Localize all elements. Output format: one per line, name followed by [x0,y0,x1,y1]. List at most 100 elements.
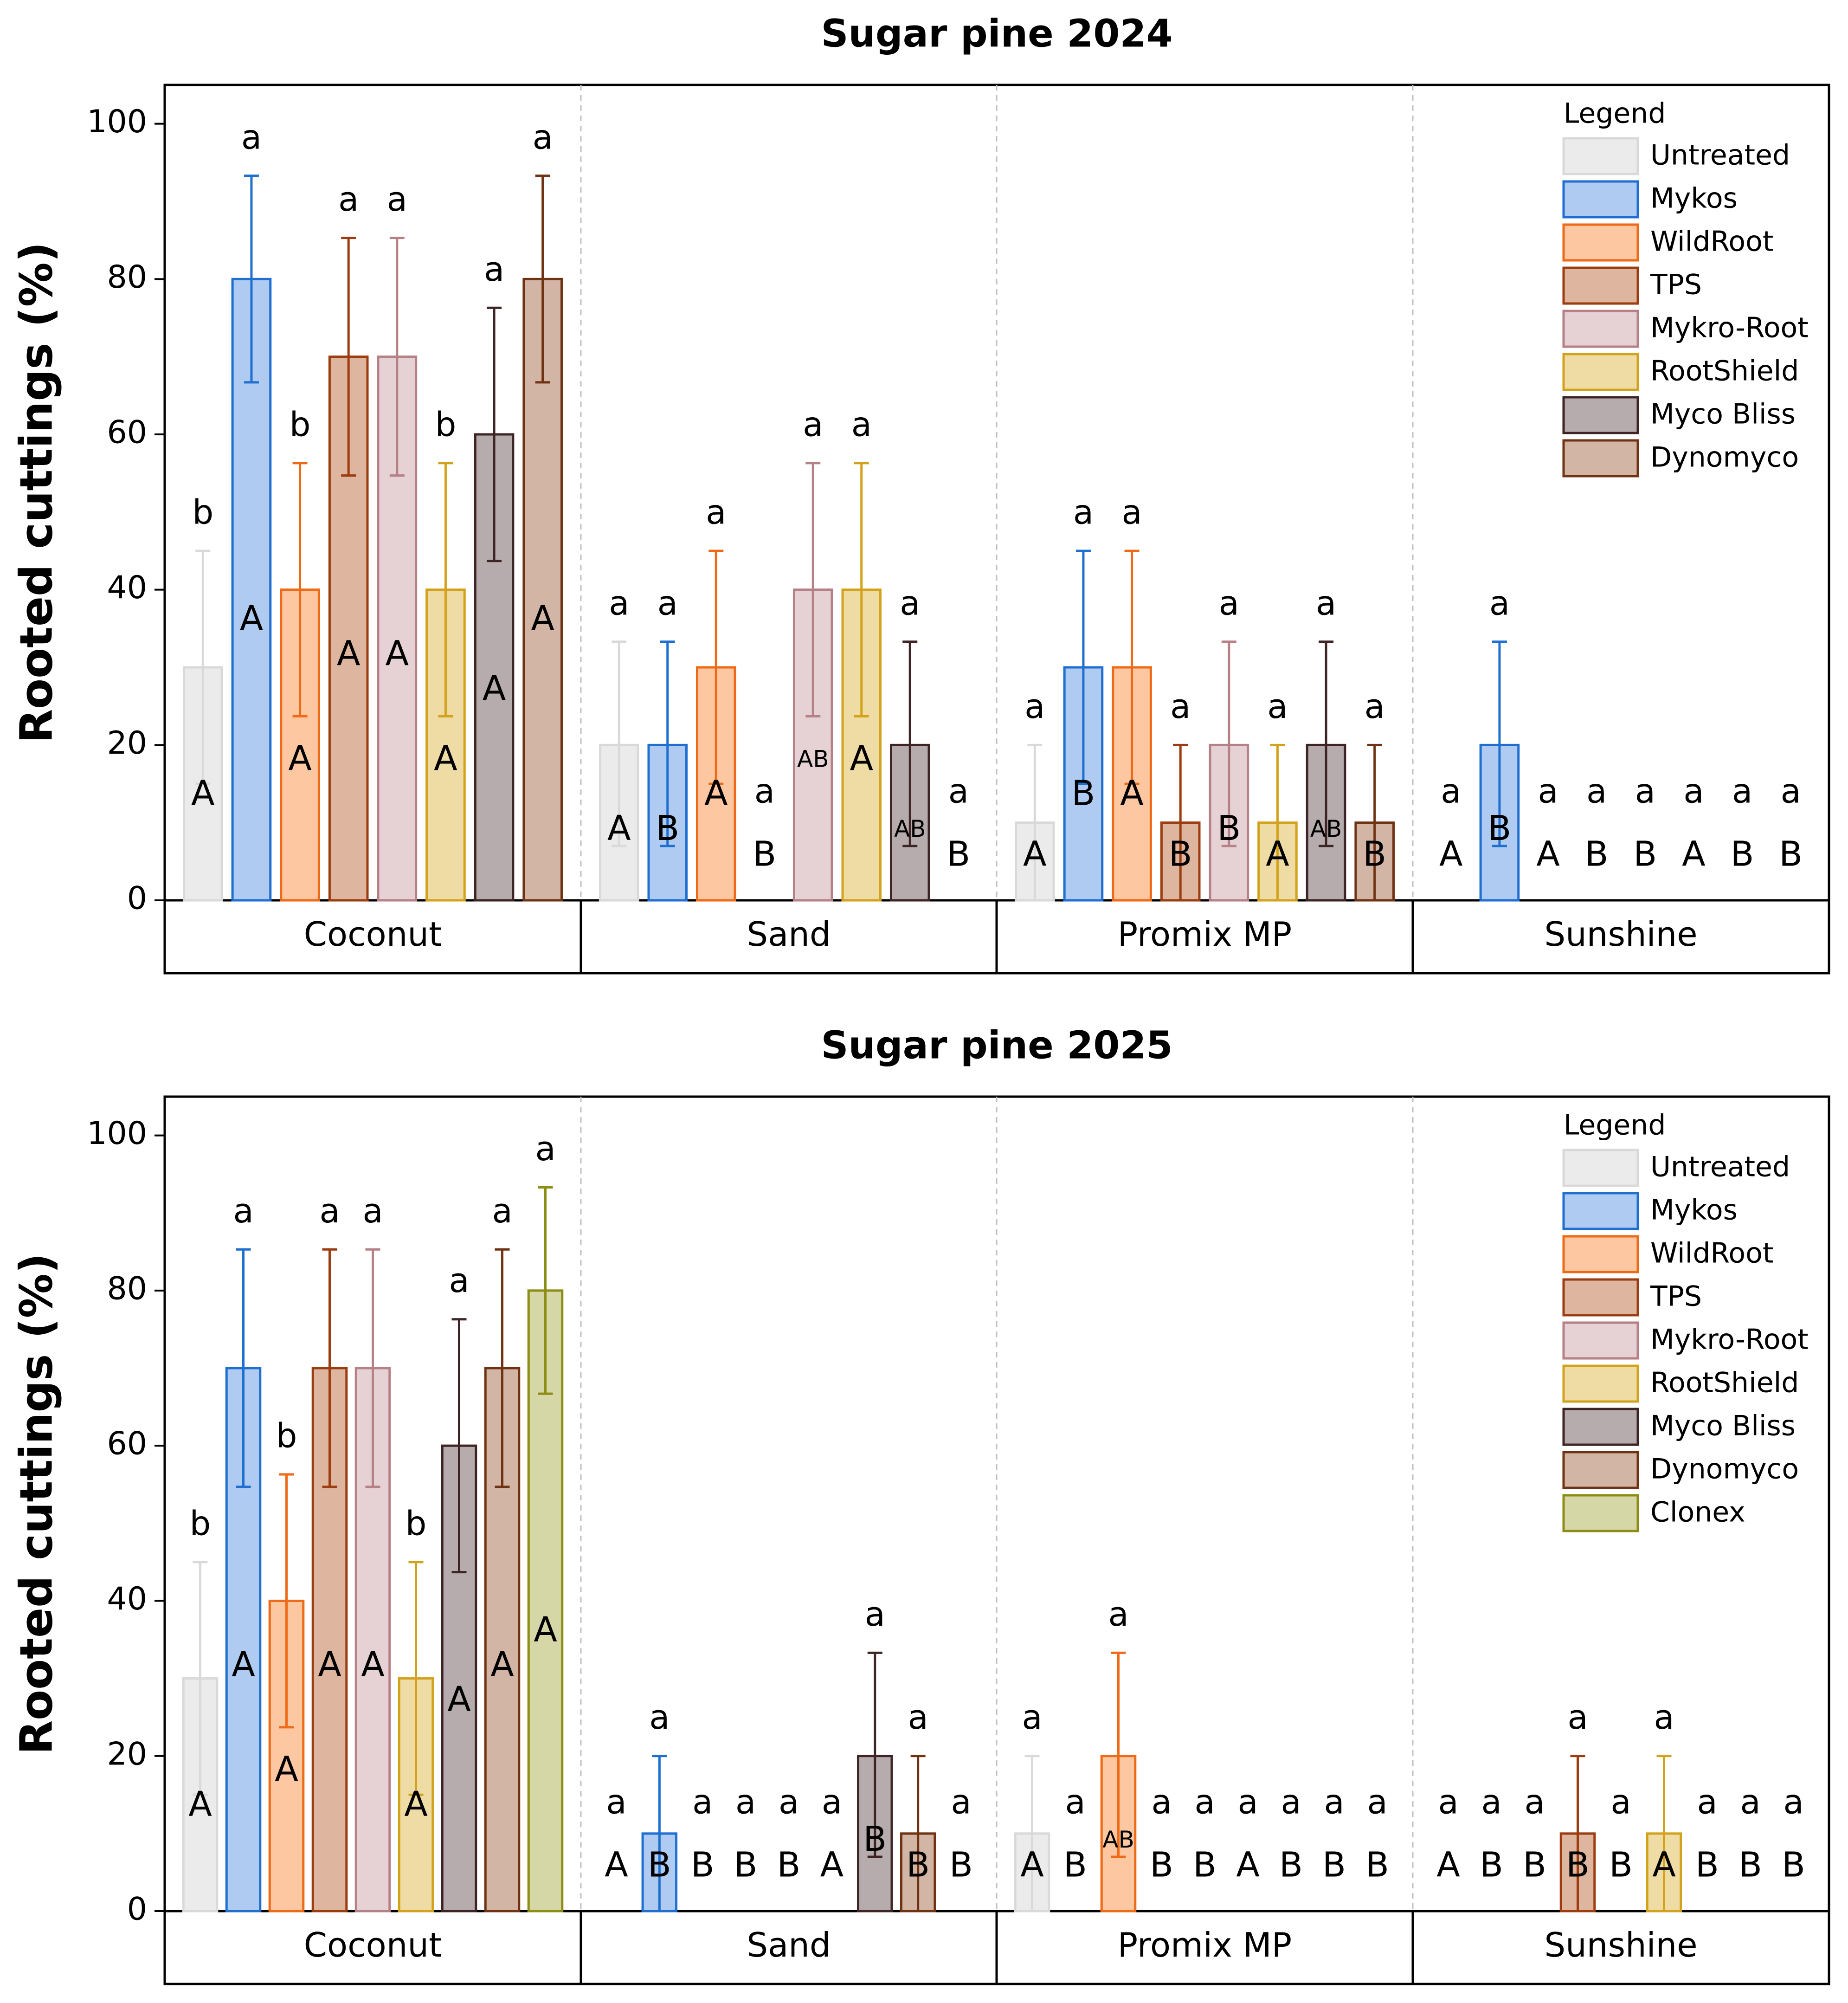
legend-label: Myco Bliss [1650,1410,1796,1442]
group-box [1411,1910,1830,1985]
significance-letter-upper: a [1108,1595,1128,1634]
y-axis-label: Rooted cuttings (%) [10,1253,62,1754]
legend-swatch [1562,353,1639,391]
significance-letter-lower: A [275,1750,298,1790]
significance-letter-lower: B [863,1819,887,1859]
group-label: Sunshine [1544,915,1697,954]
significance-letter-upper: a [535,1129,555,1168]
legend-label: Clonex [1650,1496,1745,1529]
significance-letter-upper: a [387,180,407,219]
significance-letter-lower: B [1695,1845,1719,1885]
group-label: Sand [747,1925,831,1964]
significance-letter-upper: a [449,1261,469,1300]
significance-letter-upper: a [1441,772,1461,811]
significance-letter-lower: B [1279,1845,1303,1885]
legend-label: Mykro-Root [1650,312,1809,344]
significance-letter-lower: A [483,669,506,709]
significance-letter-lower: B [1363,834,1386,874]
significance-letter-upper: a [851,405,872,444]
group-box [995,899,1414,975]
significance-letter-lower: B [1480,1845,1503,1885]
significance-letter-upper: a [1194,1783,1215,1822]
legend-title: Legend [1564,1109,1666,1142]
legend-swatch [1562,223,1639,262]
significance-letter-lower: AB [797,745,829,772]
significance-letter-lower: B [777,1845,801,1885]
significance-letter-upper: a [1481,1783,1501,1822]
significance-letter-lower: A [1682,834,1706,874]
significance-letter-upper: a [1151,1783,1172,1822]
y-tick-label: 40 [107,569,147,606]
significance-letter-lower: B [947,834,970,874]
legend-label: Untreated [1650,1151,1790,1183]
significance-letter-upper: a [241,117,262,156]
group-label: Coconut [304,915,442,954]
significance-letter-lower: B [1585,834,1609,874]
legend-swatch [1562,1149,1639,1187]
group-label: Sunshine [1544,1925,1697,1964]
significance-letter-upper: a [1524,1783,1545,1822]
legend-label: WildRoot [1650,226,1773,258]
significance-letter-lower: A [531,599,554,639]
significance-letter-lower: B [648,1845,671,1885]
significance-letter-upper: a [1219,583,1239,622]
significance-letter-upper: a [1489,583,1510,622]
significance-letter-lower: B [656,808,679,848]
legend-label: TPS [1650,1280,1702,1313]
significance-letter-lower: A [361,1645,385,1685]
y-tick-label: 60 [107,414,147,451]
significance-letter-upper: a [1586,772,1607,811]
significance-letter-upper: a [484,250,504,289]
significance-letter-lower: A [704,774,728,814]
significance-letter-upper: a [1538,772,1558,811]
significance-letter-upper: a [1073,493,1094,532]
legend-label: WildRoot [1650,1237,1773,1270]
legend-label: Mykos [1650,182,1738,215]
legend-label: RootShield [1650,355,1799,388]
significance-letter-lower: B [1739,1845,1762,1885]
significance-letter-upper: a [1567,1698,1588,1737]
significance-letter-lower: A [404,1784,428,1824]
legend-label: Mykos [1650,1194,1738,1227]
legend-title: Legend [1564,97,1666,130]
significance-letter-lower: B [1365,1845,1389,1885]
group-label: Promix MP [1118,915,1292,954]
significance-letter-upper: a [948,772,969,811]
y-tick-label: 100 [87,1115,147,1152]
significance-letter-upper: a [533,117,553,156]
significance-letter-lower: A [434,738,457,778]
legend: Legend Untreated Mykos WildRoot TPS Mykro-Roo… [1562,1109,1809,1532]
significance-letter-lower: B [1169,834,1192,874]
y-tick-label: 20 [107,725,147,762]
significance-letter-lower: B [753,834,776,874]
significance-letter-lower: A [1439,834,1463,874]
significance-letter-upper: a [1740,1783,1760,1822]
y-axis-label: Rooted cuttings (%) [10,242,62,743]
significance-letter-upper: b [435,405,457,444]
y-tick-label: 100 [87,103,147,140]
legend-label: Dynomyco [1650,441,1799,474]
legend-swatch [1562,1451,1639,1489]
significance-letter-upper: a [1281,1783,1301,1822]
significance-letter-lower: A [490,1645,514,1685]
significance-letter-upper: a [1683,772,1704,811]
chart-title: Sugar pine 2025 [821,1023,1172,1067]
significance-letter-lower: AB [1102,1826,1134,1853]
significance-letter-lower: B [1731,834,1754,874]
legend-swatch [1562,1494,1639,1532]
significance-letter-lower: B [1072,774,1095,814]
bar-mykro-root [354,1367,391,1913]
significance-letter-upper: a [657,583,678,622]
y-tick-label: 20 [107,1736,147,1772]
legend-label: TPS [1650,269,1702,301]
significance-letter-upper: a [865,1595,885,1634]
legend-label: Dynomyco [1650,1453,1799,1486]
legend-swatch [1562,266,1639,305]
significance-letter-lower: A [232,1645,255,1685]
significance-letter-upper: a [1065,1783,1085,1822]
significance-letter-upper: a [1324,1783,1344,1822]
significance-letter-upper: a [609,583,629,622]
significance-letter-lower: B [1322,1845,1346,1885]
group-box [995,1910,1414,1985]
